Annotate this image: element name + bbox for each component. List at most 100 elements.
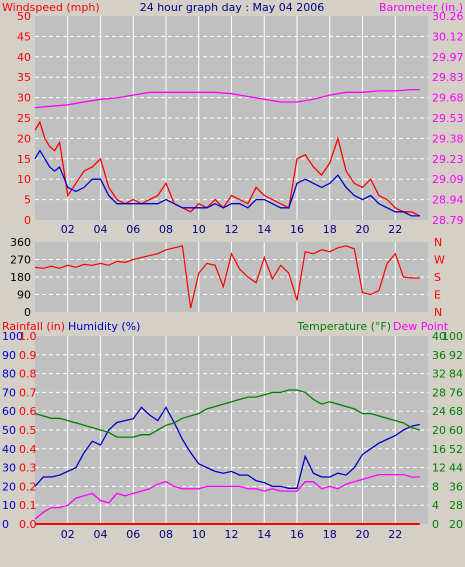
dewpoint-tick-label: 60 <box>449 424 463 437</box>
dewpoint-tick-label: 84 <box>449 368 463 381</box>
rainfall-tick-label: 0.0 <box>19 518 37 531</box>
direction-compass-tick-label: N <box>434 236 442 249</box>
rainfall-tick-label: 0.2 <box>19 480 37 493</box>
temperature-tick-label: 12 <box>432 462 446 475</box>
barometer-tick-label: 29.09 <box>432 173 464 186</box>
direction-degree-tick-label: 180 <box>10 271 31 284</box>
dewpoint-tick-label: 92 <box>449 349 463 362</box>
windspeed-tick-label: 45 <box>17 30 31 43</box>
dewpoint-tick-label: 20 <box>449 518 463 531</box>
temperature-series-line <box>34 389 420 438</box>
direction-degree-tick-label: 360 <box>10 236 31 249</box>
humidity-tick-label: 30 <box>2 462 16 475</box>
temperature-tick-label: 40 <box>432 330 446 343</box>
humidity-axis-title: Humidity (%) <box>68 320 140 333</box>
time-axis-ticks-top: 02 04 06 08 10 12 14 16 18 20 22 <box>61 223 403 236</box>
windspeed-tick-label: 0 <box>24 214 31 227</box>
dewpoint-tick-label: 44 <box>449 462 463 475</box>
windspeed-tick-label: 15 <box>17 153 31 166</box>
time-tick-label: 10 <box>192 223 206 236</box>
temperature-tick-label: 24 <box>432 405 446 418</box>
windspeed-tick-label: 5 <box>24 194 31 207</box>
temperature-tick-label: 32 <box>432 368 446 381</box>
dewpoint-tick-label: 28 <box>449 499 463 512</box>
direction-degree-tick-label: 90 <box>17 289 31 302</box>
direction-compass-tick-label: W <box>434 254 445 267</box>
barometer-tick-label: 30.26 <box>432 10 464 23</box>
dewpoint-tick-label: 36 <box>449 480 463 493</box>
direction-compass-tick-label: N <box>434 306 442 319</box>
rainfall-tick-label: 0.5 <box>19 424 37 437</box>
time-tick-label: 16 <box>290 528 304 541</box>
barometer-tick-label: 29.38 <box>432 132 464 145</box>
dewpoint-tick-label: 100 <box>442 330 463 343</box>
windspeed-axis-title: Windspeed (mph) <box>2 1 100 14</box>
direction-compass-tick-label: E <box>434 289 441 302</box>
temperature-tick-label: 0 <box>432 518 439 531</box>
barometer-tick-label: 29.83 <box>432 71 464 84</box>
rainfall-tick-label: 1.0 <box>19 330 37 343</box>
dewpoint-tick-label: 52 <box>449 443 463 456</box>
rainfall-tick-label: 0.3 <box>19 462 37 475</box>
dewpoint-series-line <box>34 473 420 520</box>
windspeed-axis-ticks: 0 5 10 15 20 25 30 35 40 45 50 <box>17 10 31 227</box>
barometer-axis-title: Barometer (in.) <box>379 1 463 14</box>
humidity-tick-label: 40 <box>2 443 16 456</box>
rainfall-tick-label: 0.4 <box>19 443 37 456</box>
wind-direction-series <box>34 245 420 309</box>
temperature-tick-label: 28 <box>432 386 446 399</box>
direction-degree-tick-label: 0 <box>24 306 31 319</box>
temperature-tick-label: 36 <box>432 349 446 362</box>
barometer-tick-label: 29.68 <box>432 92 464 105</box>
time-tick-label: 04 <box>94 528 108 541</box>
windspeed-tick-label: 40 <box>17 51 31 64</box>
windspeed-tick-label: 10 <box>17 173 31 186</box>
humidity-tick-label: 70 <box>2 386 16 399</box>
dewpoint-tick-label: 68 <box>449 405 463 418</box>
baro-series-line <box>34 88 420 109</box>
windspeed-tick-label: 25 <box>17 112 31 125</box>
humidity-tick-label: 50 <box>2 424 16 437</box>
rainfall-tick-label: 0.8 <box>19 368 37 381</box>
direction-degree-tick-label: 270 <box>10 254 31 267</box>
humidity-tick-label: 90 <box>2 349 16 362</box>
rainfall-tick-label: 0.6 <box>19 405 37 418</box>
rainfall-tick-label: 0.9 <box>19 349 37 362</box>
time-tick-label: 06 <box>126 528 140 541</box>
rainfall-tick-label: 0.1 <box>19 499 37 512</box>
time-tick-label: 22 <box>388 528 402 541</box>
temperature-tick-label: 4 <box>432 499 439 512</box>
time-tick-label: 20 <box>356 223 370 236</box>
barometer-tick-label: 28.79 <box>432 214 464 227</box>
wind-series-line <box>34 120 421 217</box>
temperature-axis-title: Temperature (°F) <box>296 320 391 333</box>
rainfall-axis-title: Rainfall (in) <box>2 320 65 333</box>
windspeed-tick-label: 30 <box>17 92 31 105</box>
barometer-tick-label: 29.97 <box>432 51 464 64</box>
time-tick-label: 20 <box>356 528 370 541</box>
rainfall-tick-label: 0.7 <box>19 386 37 399</box>
time-axis-ticks-bottom: 02 04 06 08 10 12 14 16 18 20 22 <box>61 528 403 541</box>
humidity-tick-label: 20 <box>2 480 16 493</box>
barometer-tick-label: 28.94 <box>432 194 464 207</box>
barometer-axis-ticks: 28.79 28.94 29.09 29.23 29.38 29.53 29.68 29.83… <box>432 10 464 227</box>
humidity-tick-label: 80 <box>2 368 16 381</box>
time-tick-label: 12 <box>225 223 239 236</box>
direction-compass-tick-label: S <box>434 271 441 284</box>
time-tick-label: 08 <box>159 528 173 541</box>
temperature-tick-label: 20 <box>432 424 446 437</box>
windspeed-tick-label: 20 <box>17 132 31 145</box>
temperature-tick-label: 16 <box>432 443 446 456</box>
dewpoint-tick-label: 76 <box>449 386 463 399</box>
humidity-tick-label: 10 <box>2 499 16 512</box>
wind-baro-grid <box>35 16 428 220</box>
time-tick-label: 02 <box>61 223 75 236</box>
time-tick-label: 14 <box>257 223 271 236</box>
time-tick-label: 16 <box>290 223 304 236</box>
time-tick-label: 22 <box>388 223 402 236</box>
time-tick-label: 02 <box>61 528 75 541</box>
